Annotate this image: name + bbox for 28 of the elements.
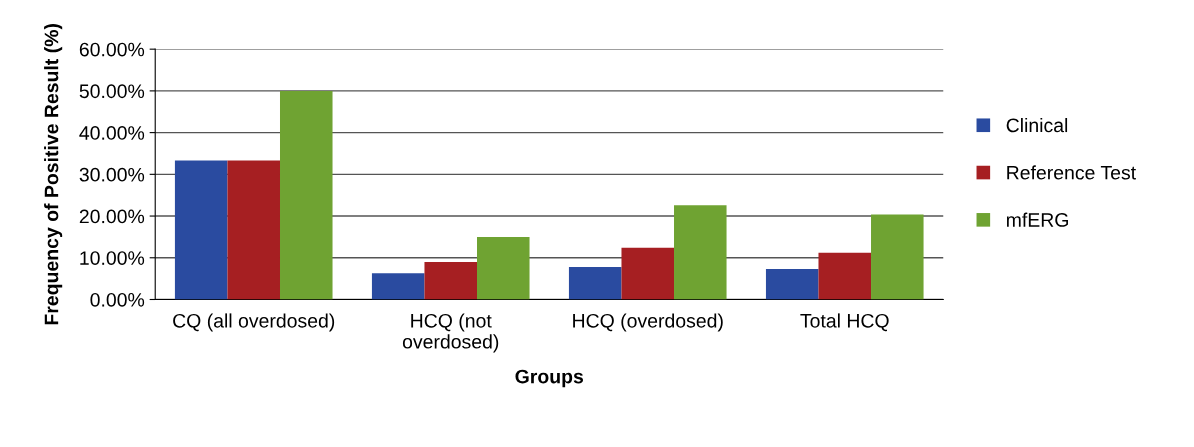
x-tick-label: CQ (all overdosed): [173, 313, 335, 332]
y-tick-label: 10.00%: [80, 251, 145, 266]
x-axis-title: Groups: [515, 369, 584, 388]
x-tick-label: HCQ (overdosed): [573, 313, 723, 332]
bar: [871, 214, 924, 300]
legend-label: Clinical: [1006, 117, 1068, 133]
bar: [279, 90, 333, 300]
bar: [424, 261, 477, 300]
bar: [371, 273, 425, 300]
y-tick-label: 60.00%: [79, 42, 145, 57]
bar: [765, 269, 819, 300]
bar: [818, 252, 872, 300]
bar: [227, 160, 280, 300]
bar: [621, 247, 675, 300]
legend-label: mfERG: [1006, 212, 1068, 227]
y-tick-label: 40.00%: [79, 126, 145, 140]
bar: [674, 205, 727, 300]
y-tick-label: 50.00%: [79, 84, 145, 99]
legend-label: Reference Test: [1007, 165, 1136, 180]
bar: [477, 236, 530, 300]
y-tick-label: 20.00%: [79, 209, 145, 224]
y-tick-label: 0.00%: [90, 292, 145, 307]
bar: [568, 266, 622, 300]
bar: [174, 160, 228, 300]
y-tick-label: 30.00%: [79, 167, 145, 182]
x-tick-label: HCQ (not overdosed): [402, 313, 499, 353]
y-axis-title: Frequency of Positive Result (%): [44, 24, 63, 325]
x-tick-label: Total HCQ: [800, 313, 889, 332]
